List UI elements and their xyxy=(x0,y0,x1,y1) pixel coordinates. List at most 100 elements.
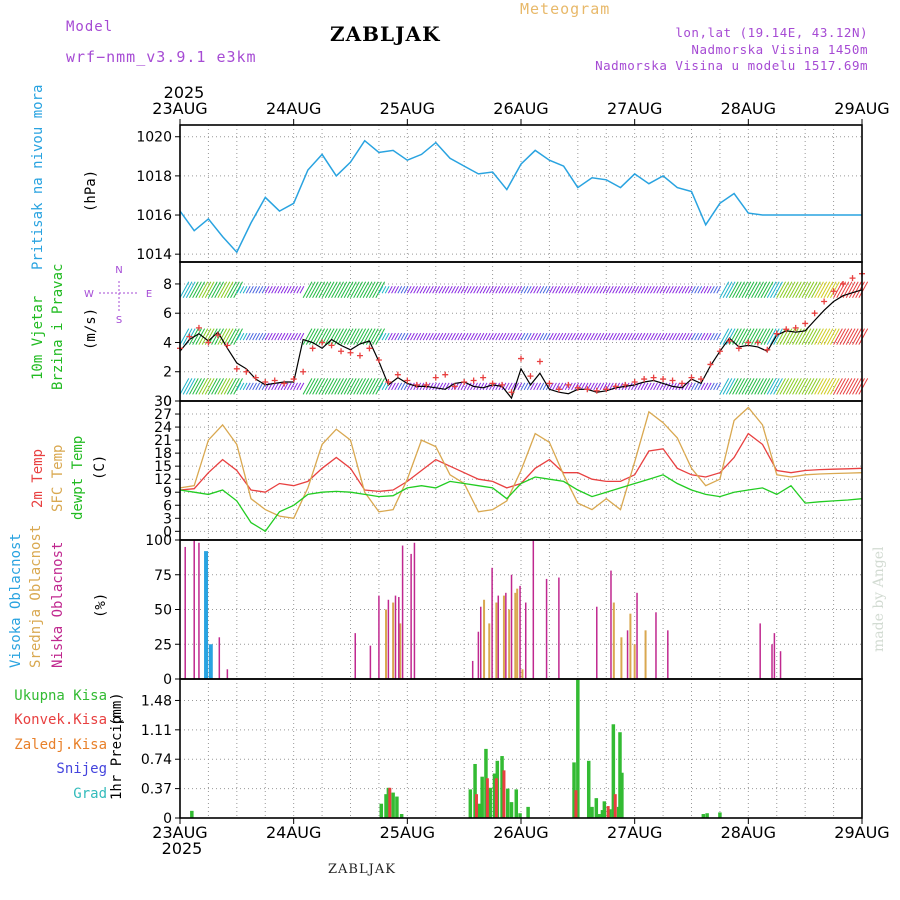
wind-barb xyxy=(605,286,611,294)
wind-barb xyxy=(552,382,557,391)
wind-barb xyxy=(665,332,671,341)
wind-barb xyxy=(719,281,730,299)
y-tick-label: 8 xyxy=(163,277,172,293)
mid-cloud-bar xyxy=(483,599,486,679)
total-precip-bar xyxy=(572,762,576,818)
wind-barb xyxy=(346,378,357,395)
wind-barb xyxy=(384,286,390,294)
wind-barb xyxy=(612,286,617,294)
wind-barb xyxy=(441,332,447,341)
high-cloud-bar xyxy=(208,644,213,679)
wind-barb xyxy=(495,332,501,341)
low-cloud-bar xyxy=(545,578,548,679)
wind-barb xyxy=(776,281,786,299)
wind-barb xyxy=(602,286,608,294)
wind-barb xyxy=(369,378,379,395)
wind-barb xyxy=(650,332,655,341)
wind-gust-marker xyxy=(243,368,250,375)
wind-gust-marker xyxy=(347,349,354,356)
wind-barb xyxy=(305,378,316,395)
y-tick-label: 30 xyxy=(154,394,172,410)
x-tick-label-top: 23AUG xyxy=(152,99,207,118)
wind-barb xyxy=(391,382,396,391)
wind-barb xyxy=(492,286,497,294)
low-cloud-bar xyxy=(413,542,416,679)
wind-barb xyxy=(378,332,384,341)
wind-gust-marker xyxy=(262,378,269,385)
wind-barb xyxy=(760,378,771,395)
wind-barb xyxy=(668,286,674,294)
wind-barb xyxy=(845,378,856,395)
wind-barb xyxy=(435,382,441,391)
wind-barb xyxy=(586,286,592,294)
wind-barb xyxy=(441,286,447,294)
wind-barb xyxy=(299,332,305,341)
wind-gust-marker xyxy=(679,380,686,387)
y-tick-label: 24 xyxy=(154,420,172,436)
wind-barb xyxy=(447,286,453,294)
wind-gust-marker xyxy=(830,288,837,295)
wind-barb xyxy=(826,378,837,395)
wind-barb xyxy=(331,281,341,299)
wind-barb xyxy=(233,378,243,395)
wind-barb xyxy=(814,378,824,395)
conv-precip-bar xyxy=(613,794,617,818)
conv-precip-bar xyxy=(502,770,506,818)
wind-gust-marker xyxy=(413,381,420,388)
y-tick-label: 9 xyxy=(163,485,172,501)
wind-barb xyxy=(239,382,245,391)
y-tick-label: 1.48 xyxy=(141,693,172,709)
wind-barb xyxy=(555,286,561,294)
wind-barb xyxy=(419,332,425,341)
mid-cloud-bar xyxy=(488,623,491,679)
wind-barb xyxy=(561,332,567,341)
x-tick-label-bottom: 29AUG xyxy=(834,823,889,842)
year-label-bottom: 2025 xyxy=(162,839,203,858)
wind-barb xyxy=(179,328,190,345)
wind-barb xyxy=(627,382,633,391)
wind-barb xyxy=(738,328,749,345)
wind-barb xyxy=(457,332,463,341)
wind-barb xyxy=(722,328,733,345)
wind-barb xyxy=(211,328,221,345)
wind-barb xyxy=(460,332,466,341)
wind-barb xyxy=(239,332,245,341)
wind-barb xyxy=(495,286,501,294)
wind-barb xyxy=(476,332,482,341)
wind-barb xyxy=(773,378,783,395)
wind-barb xyxy=(280,332,286,341)
wind-barb xyxy=(179,281,190,299)
wind-barb xyxy=(255,382,261,391)
wind-barb xyxy=(795,281,805,299)
x-tick-label-top: 26AUG xyxy=(493,99,548,118)
wind-barb xyxy=(536,332,542,341)
compass-e: E xyxy=(146,289,152,300)
wind-barb xyxy=(350,281,360,299)
wind-barb xyxy=(615,286,621,294)
x-tick-label-bottom: 28AUG xyxy=(721,823,776,842)
wind-gust-marker xyxy=(508,389,515,396)
wind-barb xyxy=(542,286,548,294)
wind-gust-marker xyxy=(669,377,676,384)
wind-barb xyxy=(340,281,351,299)
wind-gust-marker xyxy=(773,330,780,337)
wind-barb xyxy=(277,332,283,341)
total-precip-bar xyxy=(602,801,607,818)
wind-barb xyxy=(618,382,624,391)
wind-barb xyxy=(646,332,652,341)
mid-cloud-bar xyxy=(508,609,511,679)
wind-barb xyxy=(845,281,856,299)
wind-barb xyxy=(523,286,529,294)
y-tick-label: 0.37 xyxy=(141,782,172,798)
wind-barb xyxy=(830,378,840,395)
y-tick-label: 27 xyxy=(154,407,172,423)
wind-gust-marker xyxy=(385,378,392,385)
model-altitude-label: Nadmorska Visina u modelu 1517.69m xyxy=(595,58,868,73)
year-label-top: 2025 xyxy=(164,83,205,102)
wind-barb xyxy=(716,286,722,294)
wind-barb xyxy=(684,382,690,391)
wind-barb xyxy=(479,332,485,341)
wind-barb xyxy=(719,328,730,345)
wind-barb xyxy=(668,332,674,341)
wind-barb xyxy=(255,286,261,294)
